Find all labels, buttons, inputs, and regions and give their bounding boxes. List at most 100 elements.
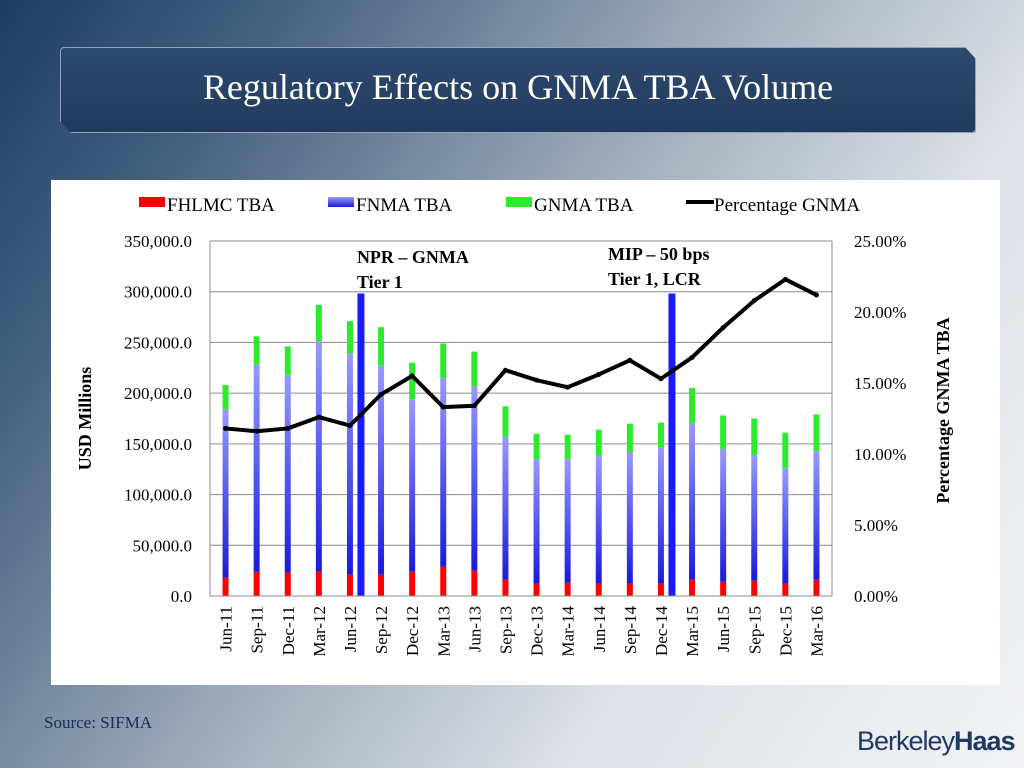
x-tick-label: Sep-11: [248, 606, 267, 654]
fhlmc-bar: [626, 583, 633, 596]
percentage-point: [596, 371, 602, 377]
percentage-point: [378, 391, 384, 397]
gnma-bar: [222, 385, 229, 410]
x-tick-label: Jun-11: [217, 606, 236, 652]
annotations: NPR – GNMA Tier 1 MIP – 50 bps Tier 1, LCR: [357, 244, 710, 292]
x-tick-label: Mar-15: [683, 606, 702, 657]
fhlmc-bar: [378, 574, 385, 596]
fnma-bar: [782, 468, 789, 584]
legend-label: FHLMC TBA: [167, 195, 275, 216]
fnma-bar: [440, 377, 447, 567]
y-tick-label: 350,000.0: [124, 232, 192, 251]
y2-tick-label: 25.00%: [854, 232, 906, 251]
y-tick-label: 50,000.0: [133, 536, 193, 555]
x-tick-label: Mar-14: [559, 606, 578, 657]
x-tick-label: Jun-14: [590, 606, 609, 653]
gnma-bar: [284, 346, 291, 375]
fnma-bar: [253, 364, 260, 572]
fnma-bar: [595, 455, 602, 584]
percentage-point: [627, 357, 633, 363]
fhlmc-bar: [689, 579, 696, 596]
fnma-bar: [409, 399, 416, 572]
percentage-point: [751, 298, 757, 304]
gnma-bar: [346, 321, 353, 354]
x-tick-label: Mar-12: [310, 606, 329, 657]
y2-tick-label: 10.00%: [854, 445, 906, 464]
legend-swatch: [139, 197, 165, 207]
percentage-point: [534, 377, 540, 383]
fnma-bar: [533, 459, 540, 584]
fhlmc-bar: [782, 583, 789, 596]
fhlmc-bar: [253, 571, 260, 596]
fhlmc-bar: [813, 579, 820, 596]
fhlmc-bar: [595, 583, 602, 596]
fnma-bar: [720, 448, 727, 582]
y2-tick-label: 20.00%: [854, 303, 906, 322]
legend-label: FNMA TBA: [356, 195, 453, 216]
fnma-bar: [813, 450, 820, 580]
percentage-point: [285, 425, 291, 431]
fhlmc-bar: [440, 566, 447, 596]
y2-tick-label: 5.00%: [854, 516, 898, 535]
gnma-bar: [378, 327, 385, 366]
percentage-point: [471, 403, 477, 409]
berkeley-haas-logo: BerkeleyHaas: [857, 726, 1016, 757]
chart: 0.0 50,000.0 100,000.0 150,000.0 200,000.0 25…: [75, 195, 953, 657]
event-markers: [357, 293, 676, 596]
title-banner: Regulatory Effects on GNMA TBA Volume: [60, 47, 976, 133]
x-tick-label: Sep-14: [621, 606, 640, 655]
gnma-bar: [595, 429, 602, 456]
y-tick-label: 150,000.0: [124, 435, 192, 454]
fnma-bar: [689, 423, 696, 580]
x-tick-label: Dec-11: [279, 606, 298, 655]
y-tick-label: 100,000.0: [124, 486, 192, 505]
y-tick-label: 300,000.0: [124, 283, 192, 302]
percentage-point: [782, 276, 788, 282]
y2-axis-title: Percentage GNMA TBA: [933, 317, 953, 503]
x-tick-label: Sep-12: [372, 606, 391, 654]
gnma-bar: [626, 423, 633, 452]
legend-label: Percentage GNMA: [714, 195, 860, 216]
gnma-bar: [409, 362, 416, 400]
fnma-bar: [222, 409, 229, 578]
legend-swatch: [328, 197, 354, 207]
grid: [210, 240, 832, 597]
gnma-bar: [689, 388, 696, 424]
percentage-point: [316, 414, 322, 420]
percentage-line: [223, 276, 819, 434]
percentage-gnma-line: [225, 277, 818, 434]
legend-label: GNMA TBA: [534, 195, 634, 216]
y2-tick-label: 15.00%: [854, 374, 906, 393]
legend-swatch: [506, 197, 532, 207]
x-tick-label: Mar-13: [434, 606, 453, 657]
annotation-text: NPR – GNMA: [357, 247, 469, 267]
percentage-point: [409, 373, 415, 379]
fhlmc-bar: [502, 579, 509, 596]
annotation-text: Tier 1: [357, 272, 403, 292]
gnma-bar: [253, 336, 260, 365]
x-tick-label: Jun-15: [714, 606, 733, 652]
x-tick-label: Jun-13: [465, 606, 484, 652]
event-marker: [357, 293, 365, 596]
fhlmc-bar: [409, 571, 416, 596]
gnma-bar: [813, 414, 820, 451]
x-tick-label: Dec-12: [403, 606, 422, 656]
fnma-bar: [657, 447, 664, 584]
percentage-point: [347, 423, 353, 429]
percentage-point: [720, 325, 726, 331]
fnma-bar: [502, 436, 509, 580]
percentage-point: [254, 428, 260, 434]
fnma-bar: [626, 451, 633, 584]
fhlmc-bar: [751, 580, 758, 596]
gnma-bar: [564, 434, 571, 460]
fnma-bar: [284, 374, 291, 573]
fhlmc-bar: [284, 572, 291, 596]
bars: [222, 304, 820, 596]
gnma-bar: [657, 422, 664, 448]
percentage-point: [689, 354, 695, 360]
fnma-bar: [315, 341, 322, 572]
percentage-point: [658, 376, 664, 382]
fhlmc-bar: [346, 574, 353, 596]
gnma-bar: [471, 351, 478, 387]
fhlmc-bar: [315, 571, 322, 596]
